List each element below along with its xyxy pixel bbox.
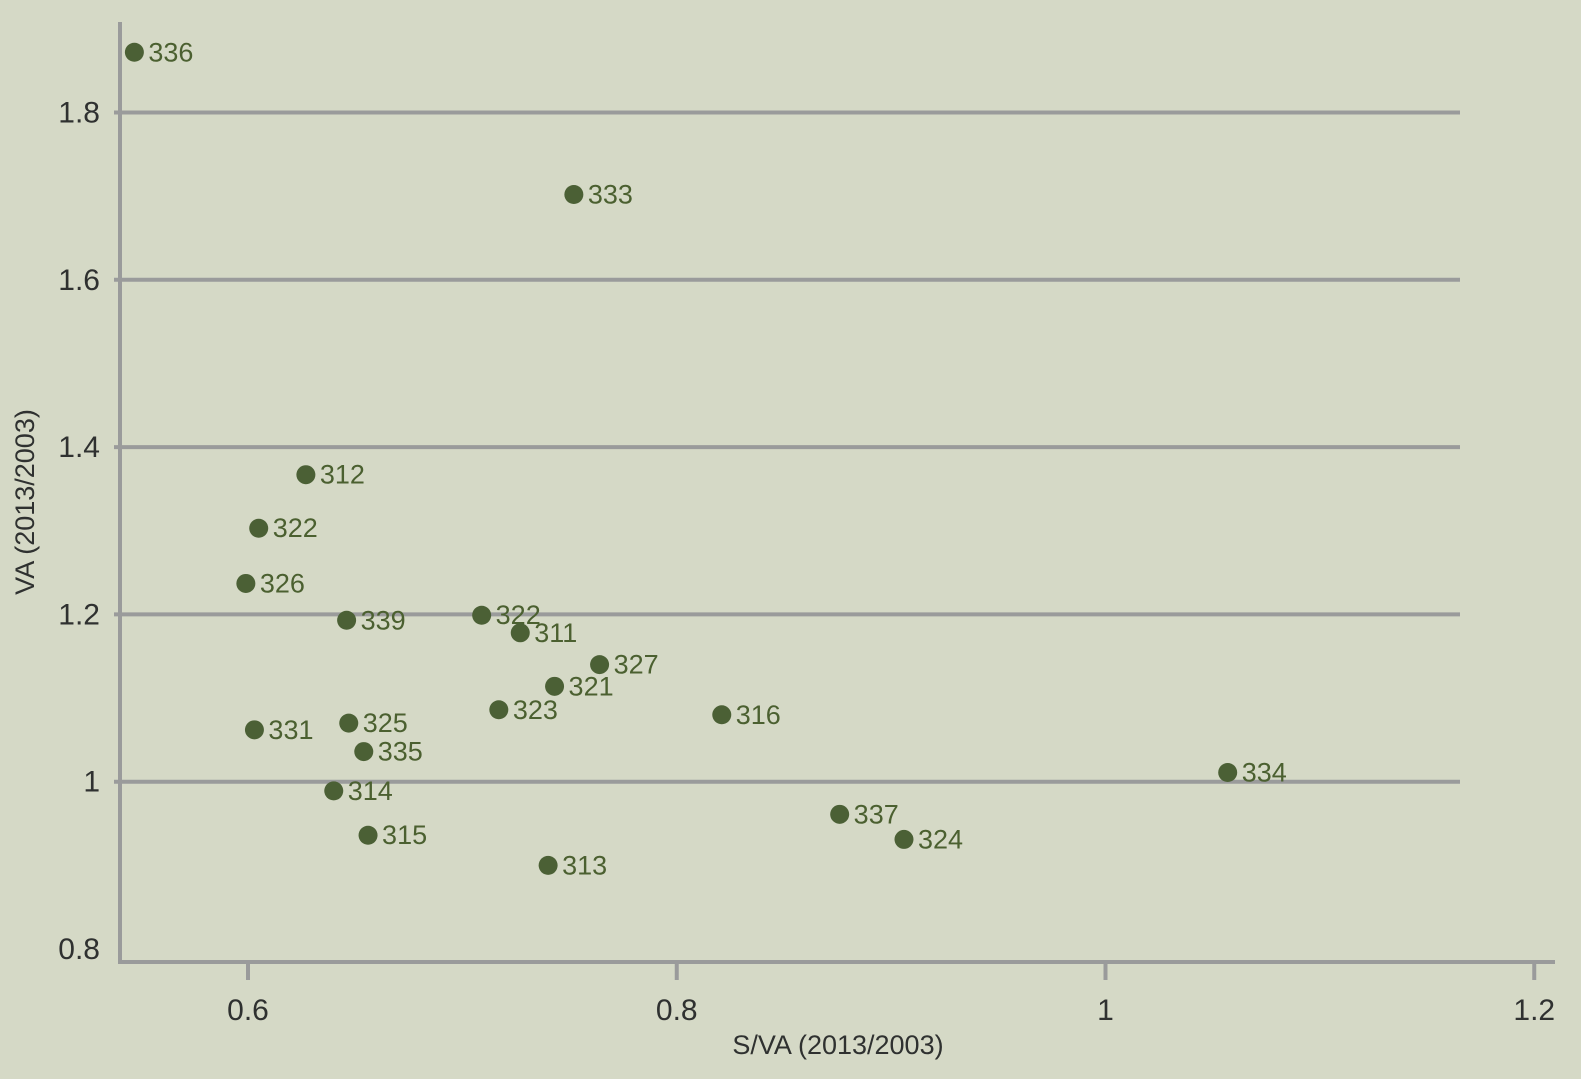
data-point-group: 314 (324, 776, 393, 806)
data-point-group: 326 (236, 568, 305, 598)
data-point-label: 311 (534, 618, 577, 648)
data-point-group: 337 (830, 799, 899, 829)
data-point-label: 327 (614, 650, 659, 680)
x-axis-ticks: 0.6 0.8 1 1.2 (227, 962, 1555, 1027)
data-point-group: 333 (564, 179, 633, 209)
data-point-group: 322 (249, 513, 318, 543)
data-point-group: 322 (472, 600, 541, 630)
data-point-label: 339 (361, 605, 406, 635)
data-point-label: 321 (569, 671, 614, 701)
data-point (510, 623, 530, 643)
data-point-label: 337 (854, 799, 899, 829)
data-point-group: 311 (510, 618, 577, 648)
data-point-group: 335 (354, 737, 423, 767)
data-point-label: 334 (1242, 757, 1287, 787)
data-point-group: 312 (296, 460, 365, 490)
y-tick-label: 1.8 (58, 97, 100, 130)
data-point-label: 316 (736, 700, 781, 730)
y-axis-title: VA (2013/2003) (10, 409, 40, 595)
y-tick-label: 0.8 (58, 933, 100, 966)
data-point-label: 324 (918, 824, 963, 854)
data-point-label: 315 (382, 820, 427, 850)
data-point-group: 323 (489, 695, 558, 725)
data-point-group: 315 (358, 820, 427, 850)
x-tick-label: 0.8 (656, 994, 698, 1027)
data-point (339, 713, 359, 733)
axes (118, 22, 1555, 964)
x-tick-label: 0.6 (227, 994, 269, 1027)
data-point-group: 321 (545, 671, 614, 701)
data-point-group: 313 (538, 850, 607, 880)
data-point (712, 705, 732, 725)
data-point (590, 655, 610, 675)
data-point-group: 339 (337, 605, 406, 635)
data-point (249, 518, 269, 538)
data-point (830, 804, 850, 824)
y-tick-label: 1.6 (58, 264, 100, 297)
data-point-group: 334 (1218, 757, 1287, 787)
data-point (894, 829, 914, 849)
data-point-group: 331 (244, 715, 313, 745)
y-axis-ticks: 0.8 1 1.2 1.4 1.6 1.8 (58, 97, 100, 967)
y-tick-label: 1.2 (58, 598, 100, 631)
data-point-group: 324 (894, 824, 963, 854)
data-point (124, 42, 144, 62)
data-point-label: 323 (513, 695, 558, 725)
data-point (358, 825, 378, 845)
x-axis-title: S/VA (2013/2003) (732, 1030, 943, 1060)
data-point-group: 336 (124, 37, 193, 67)
data-point (354, 742, 374, 762)
data-point-label: 325 (363, 708, 408, 738)
data-point-group: 316 (712, 700, 781, 730)
data-point-group: 325 (339, 708, 408, 738)
data-point (337, 610, 357, 630)
data-point (244, 720, 264, 740)
data-point (296, 465, 316, 485)
data-point (538, 855, 558, 875)
data-point-label: 331 (268, 715, 313, 745)
data-point-label: 326 (260, 568, 305, 598)
data-point-label: 312 (320, 460, 365, 490)
data-point (324, 781, 344, 801)
data-point-label: 314 (348, 776, 393, 806)
data-point-label: 335 (378, 737, 423, 767)
x-tick-label: 1 (1097, 994, 1114, 1027)
data-point (564, 184, 584, 204)
data-point (489, 700, 509, 720)
data-point-label: 333 (588, 179, 633, 209)
data-point-group: 327 (590, 650, 659, 680)
data-point (1218, 762, 1238, 782)
gridlines (114, 110, 1460, 784)
x-tick-label: 1.2 (1513, 994, 1555, 1027)
data-point-label: 322 (273, 513, 318, 543)
y-tick-label: 1 (83, 766, 100, 799)
data-point-label: 313 (562, 850, 607, 880)
data-point (236, 573, 256, 593)
data-point (545, 676, 565, 696)
data-point (472, 605, 492, 625)
y-tick-label: 1.4 (58, 431, 100, 464)
data-point-label: 336 (148, 37, 193, 67)
